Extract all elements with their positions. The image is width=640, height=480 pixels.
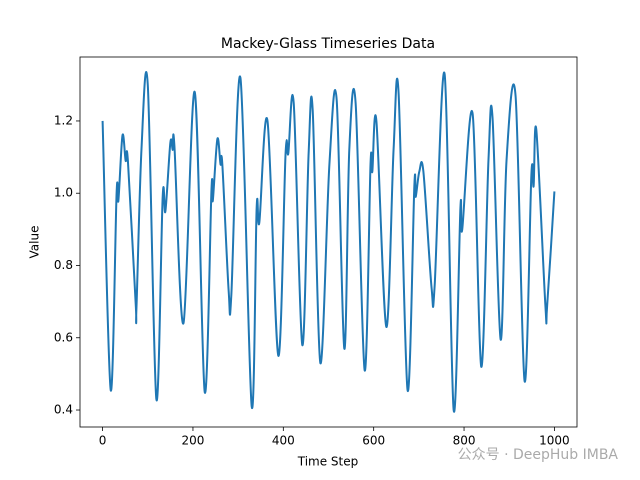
- y-tick-label: 1.0: [54, 186, 73, 200]
- x-tick-label: 400: [272, 434, 295, 448]
- x-tick-label: 200: [182, 434, 205, 448]
- chart-title: Mackey-Glass Timeseries Data: [221, 36, 435, 52]
- x-tick-label: 1000: [539, 434, 570, 448]
- data-line: [101, 71, 556, 413]
- y-tick-label: 0.4: [54, 403, 73, 417]
- y-axis-label: Value: [28, 226, 42, 259]
- y-tick-label: 0.6: [54, 330, 73, 344]
- y-tick-label: 0.8: [54, 258, 73, 272]
- y-tick-label: 1.2: [54, 113, 73, 127]
- x-tick-label: 600: [362, 434, 385, 448]
- x-tick-label: 800: [453, 434, 476, 448]
- plot-frame: [79, 56, 578, 428]
- x-axis-label: Time Step: [297, 455, 359, 469]
- watermark: 公众号 · DeepHub IMBA: [458, 447, 619, 463]
- x-tick-label: 0: [99, 434, 107, 448]
